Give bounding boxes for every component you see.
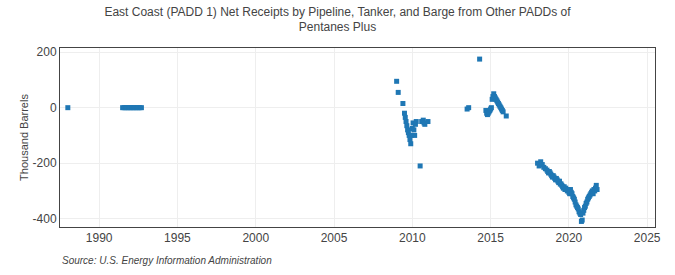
svg-text:1990: 1990 [86, 231, 113, 245]
svg-text:2000: 2000 [242, 231, 269, 245]
svg-text:2025: 2025 [634, 231, 661, 245]
svg-text:0: 0 [50, 101, 57, 115]
svg-text:East Coast (PADD 1) Net Receip: East Coast (PADD 1) Net Receipts by Pipe… [104, 5, 571, 35]
svg-text:Source: U.S. Energy Informatio: Source: U.S. Energy Information Administ… [62, 255, 272, 266]
svg-text:1995: 1995 [164, 231, 191, 245]
svg-text:2015: 2015 [477, 231, 504, 245]
svg-text:200: 200 [37, 45, 57, 59]
svg-text:2005: 2005 [321, 231, 348, 245]
svg-text:-200: -200 [33, 156, 57, 170]
svg-text:2020: 2020 [556, 231, 583, 245]
svg-text:-400: -400 [33, 212, 57, 226]
svg-text:2010: 2010 [399, 231, 426, 245]
svg-text:Thousand Barrels: Thousand Barrels [18, 94, 30, 181]
